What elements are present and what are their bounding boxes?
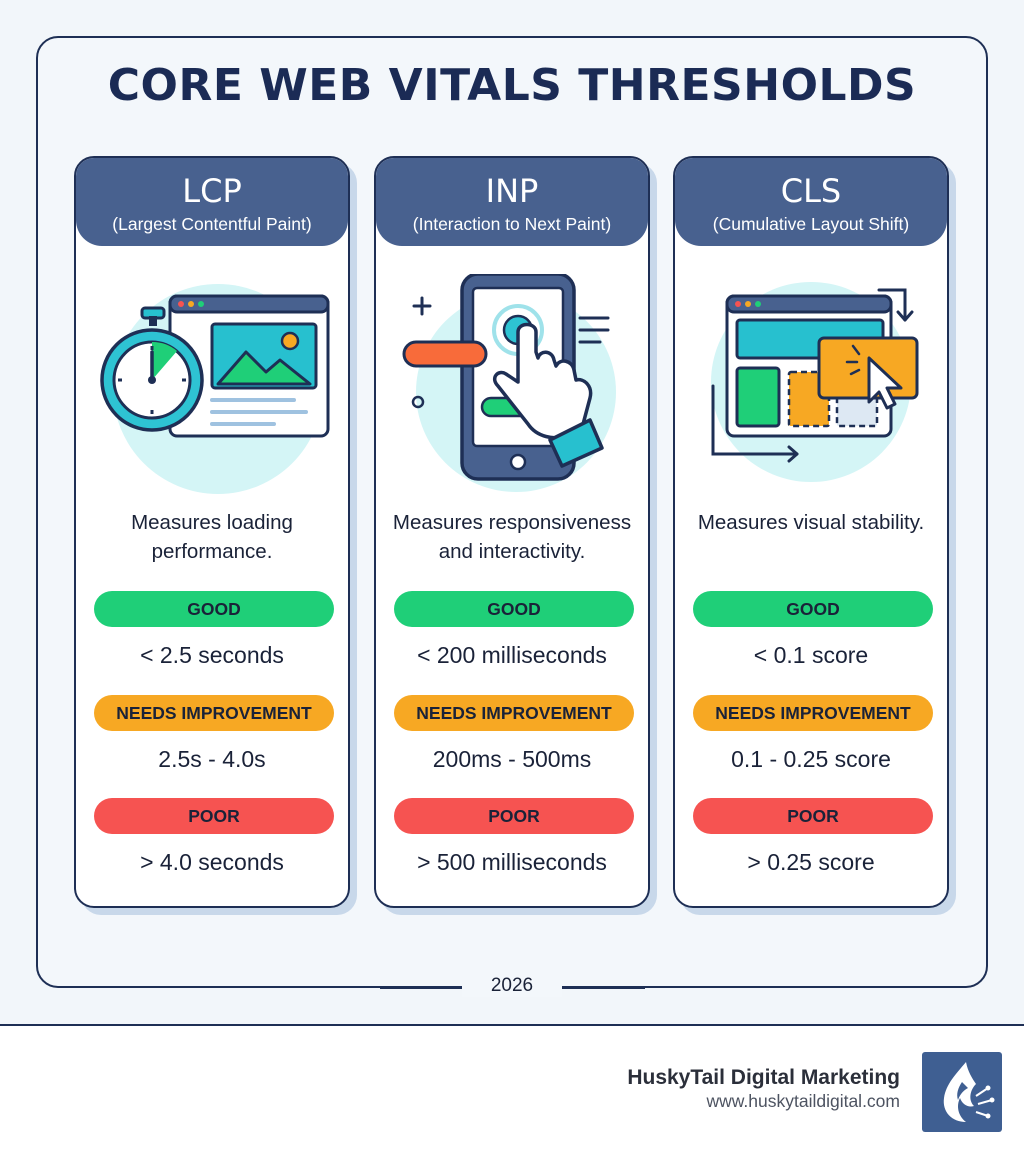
poor-threshold: > 0.25 score bbox=[747, 849, 875, 875]
page-title: CORE WEB VITALS THRESHOLDS bbox=[107, 60, 917, 111]
year-label: 2026 bbox=[462, 975, 562, 997]
needs-improvement-badge: NEEDS IMPROVEMENT bbox=[94, 695, 334, 731]
husky-logo-icon bbox=[922, 1052, 1002, 1132]
good-threshold: < 200 milliseconds bbox=[417, 642, 607, 668]
good-threshold: < 0.1 score bbox=[753, 642, 869, 668]
poor-badge: POOR bbox=[94, 798, 334, 834]
footer bbox=[0, 1024, 1024, 1154]
metric-full-name: (Interaction to Next Paint) bbox=[412, 214, 612, 234]
year-divider-right bbox=[555, 986, 645, 989]
poor-badge: POOR bbox=[394, 798, 634, 834]
poor-badge: POOR bbox=[693, 798, 933, 834]
needs-improvement-threshold: 2.5s - 4.0s bbox=[158, 746, 266, 772]
card-cls: CLS (Cumulative Layout Shift) Measures v… bbox=[673, 156, 949, 908]
metric-full-name: (Cumulative Layout Shift) bbox=[712, 214, 910, 234]
card-inp: INP (Interaction to Next Paint) Measures… bbox=[374, 156, 650, 908]
good-badge: GOOD bbox=[394, 591, 634, 627]
brand-url: www.huskytaildigital.com bbox=[706, 1091, 900, 1111]
needs-improvement-threshold: 200ms - 500ms bbox=[432, 746, 592, 772]
needs-improvement-badge: NEEDS IMPROVEMENT bbox=[693, 695, 933, 731]
card-lcp: LCP (Largest Contentful Paint) Measures … bbox=[74, 156, 350, 908]
poor-threshold: > 500 milliseconds bbox=[417, 849, 607, 875]
layout-shift-icon bbox=[711, 282, 919, 482]
good-threshold: < 2.5 seconds bbox=[140, 642, 284, 668]
good-badge: GOOD bbox=[94, 591, 334, 627]
needs-improvement-threshold: 0.1 - 0.25 score bbox=[731, 746, 891, 772]
metric-description: Measures loading performance. bbox=[131, 511, 293, 563]
stopwatch-browser-icon bbox=[100, 284, 330, 494]
metric-description: Measures visual stability. bbox=[697, 511, 925, 534]
metric-abbr: CLS bbox=[780, 172, 842, 210]
year-divider-left bbox=[380, 986, 470, 989]
metric-abbr: LCP bbox=[182, 172, 242, 210]
needs-improvement-badge: NEEDS IMPROVEMENT bbox=[394, 695, 634, 731]
poor-threshold: > 4.0 seconds bbox=[140, 849, 284, 875]
card-header: INP (Interaction to Next Paint) bbox=[376, 158, 648, 246]
brand-name: HuskyTail Digital Marketing bbox=[627, 1066, 900, 1089]
card-header: LCP (Largest Contentful Paint) bbox=[76, 158, 348, 246]
good-badge: GOOD bbox=[693, 591, 933, 627]
metric-description: Measures responsiveness and interactivit… bbox=[392, 511, 632, 563]
card-header: CLS (Cumulative Layout Shift) bbox=[675, 158, 947, 246]
metric-abbr: INP bbox=[485, 172, 539, 210]
phone-tap-icon bbox=[402, 274, 616, 492]
metric-full-name: (Largest Contentful Paint) bbox=[112, 214, 312, 234]
